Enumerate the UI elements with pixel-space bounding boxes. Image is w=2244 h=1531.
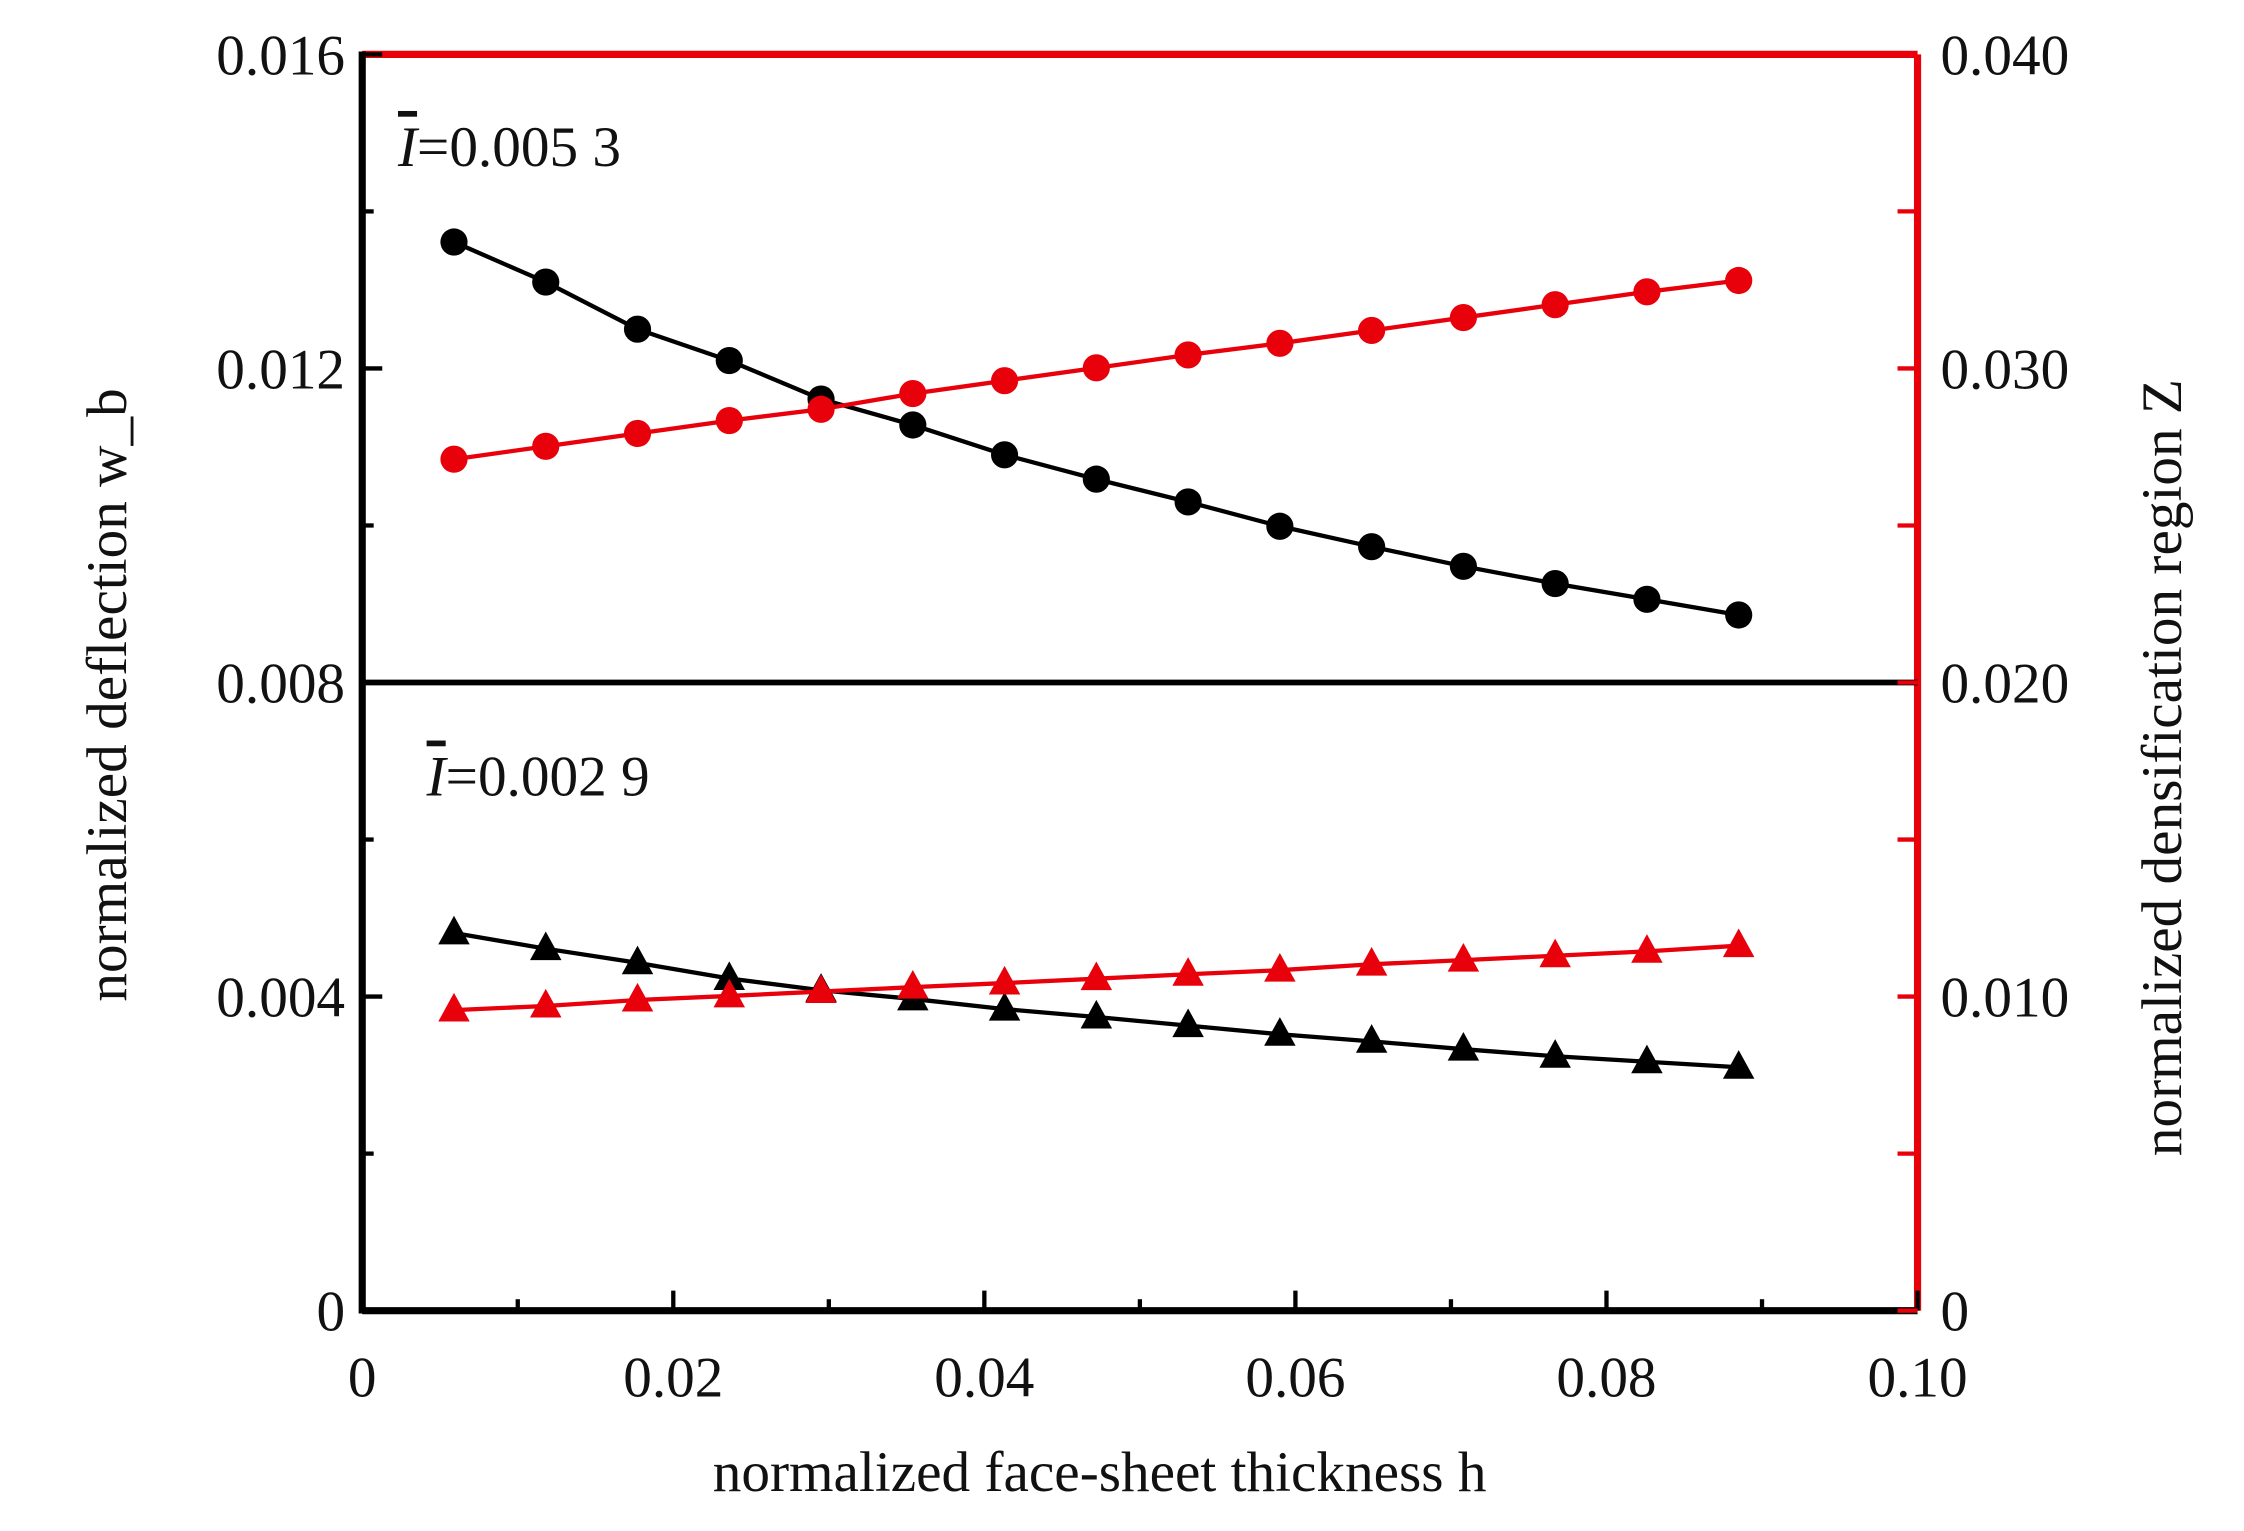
data-point-circle — [990, 367, 1019, 395]
data-point-triangle — [530, 931, 562, 961]
data-point-triangle — [1722, 928, 1755, 958]
data-point-circle — [440, 228, 468, 256]
axes-layer: 0 0.02 0.04 0.06 0.08 0.1000.0040.0080.0120.0… — [216, 24, 2069, 1409]
y-left-tick-label: 0.016 — [216, 24, 345, 87]
data-point-triangle — [713, 961, 746, 990]
data-point-triangle — [1447, 942, 1480, 972]
annotation-upper-text: =0.005 3 — [417, 116, 621, 179]
data-point-triangle — [1172, 957, 1204, 986]
data-point-triangle — [438, 992, 470, 1022]
data-point-triangle — [897, 969, 929, 999]
data-point-triangle — [1539, 1039, 1571, 1068]
x-tick-label: 0.10 — [1867, 1347, 1967, 1410]
data-point-circle — [1082, 354, 1110, 382]
x-axis-label: normalized face-sheet thickness h — [713, 1441, 1487, 1504]
data-point-triangle — [438, 915, 470, 945]
data-point-triangle — [1722, 1050, 1755, 1079]
data-point-circle — [1266, 512, 1294, 540]
data-point-triangle — [1355, 947, 1388, 976]
data-point-circle — [899, 411, 927, 439]
data-point-circle — [1633, 585, 1661, 613]
data-point-circle — [623, 315, 652, 343]
data-point-circle — [532, 268, 560, 296]
annotation-upper: I=0.005 3 — [397, 116, 621, 179]
data-point-triangle — [1447, 1032, 1480, 1061]
x-tick-label: 0.04 — [934, 1347, 1034, 1410]
y-left-tick-label: 0.012 — [216, 338, 345, 401]
data-point-circle — [1725, 601, 1753, 629]
data-point-triangle — [988, 965, 1021, 995]
data-point-triangle — [1264, 1017, 1296, 1046]
data-point-circle — [1541, 569, 1569, 598]
y-left-tick-label: 0.008 — [216, 653, 345, 716]
data-point-circle — [1449, 552, 1477, 580]
y-right-tick-label: 0.010 — [1940, 967, 2069, 1030]
y-right-tick-label: 0.040 — [1940, 24, 2069, 87]
data-point-circle — [1358, 316, 1386, 345]
y-right-tick-label: 0 — [1940, 1281, 1969, 1344]
x-tick-label: 0.06 — [1245, 1347, 1345, 1410]
data-point-triangle — [713, 978, 746, 1008]
data-point-circle — [623, 419, 652, 448]
data-point-triangle — [530, 988, 562, 1018]
data-point-circle — [1449, 303, 1477, 332]
data-point-circle — [1266, 329, 1294, 357]
data-point-triangle — [988, 991, 1021, 1021]
annotation-upper-symbol: I — [397, 116, 420, 179]
data-point-triangle — [1080, 961, 1113, 991]
y-axis-right-label: normalized densification region Z — [2131, 379, 2194, 1156]
data-point-triangle — [805, 974, 837, 1004]
data-point-circle — [1082, 465, 1110, 493]
x-tick-label: 0 — [348, 1347, 377, 1410]
x-tick-label: 0.08 — [1556, 1347, 1656, 1410]
data-point-circle — [1174, 341, 1202, 369]
annotation-lower-symbol: I — [426, 746, 449, 809]
data-point-triangle — [621, 945, 654, 975]
y-right-tick-label: 0.030 — [1940, 338, 2069, 401]
data-point-triangle — [1172, 1008, 1204, 1038]
data-point-circle — [807, 395, 835, 423]
data-point-triangle — [621, 982, 654, 1012]
x-tick-label: 0.02 — [623, 1347, 723, 1410]
data-point-circle — [990, 441, 1019, 469]
text-layer: I=0.005 3 I=0.002 9 normalized face-shee… — [76, 116, 2194, 1504]
data-point-triangle — [1080, 999, 1113, 1029]
data-point-triangle — [1631, 1044, 1663, 1074]
data-point-circle — [715, 406, 743, 435]
annotation-lower: I=0.002 9 — [426, 746, 650, 809]
y-left-tick-label: 0.004 — [216, 967, 345, 1030]
data-point-circle — [1725, 266, 1753, 295]
data-point-circle — [1633, 278, 1661, 306]
data-point-circle — [1174, 488, 1202, 516]
y-right-tick-label: 0.020 — [1940, 653, 2069, 716]
data-point-circle — [899, 379, 927, 408]
data-point-triangle — [1539, 938, 1571, 968]
data-point-circle — [1541, 291, 1569, 319]
y-axis-left-label: normalized deflection w_b — [76, 388, 139, 1001]
data-point-triangle — [1631, 934, 1663, 963]
y-left-tick-label: 0 — [316, 1281, 345, 1344]
annotation-lower-text: =0.002 9 — [446, 746, 650, 809]
series-layer — [438, 228, 1755, 1079]
data-point-circle — [440, 445, 468, 473]
data-point-triangle — [1355, 1024, 1388, 1053]
data-point-circle — [1358, 533, 1386, 561]
data-point-circle — [532, 432, 560, 460]
data-point-triangle — [1264, 953, 1296, 982]
data-point-circle — [715, 346, 743, 375]
